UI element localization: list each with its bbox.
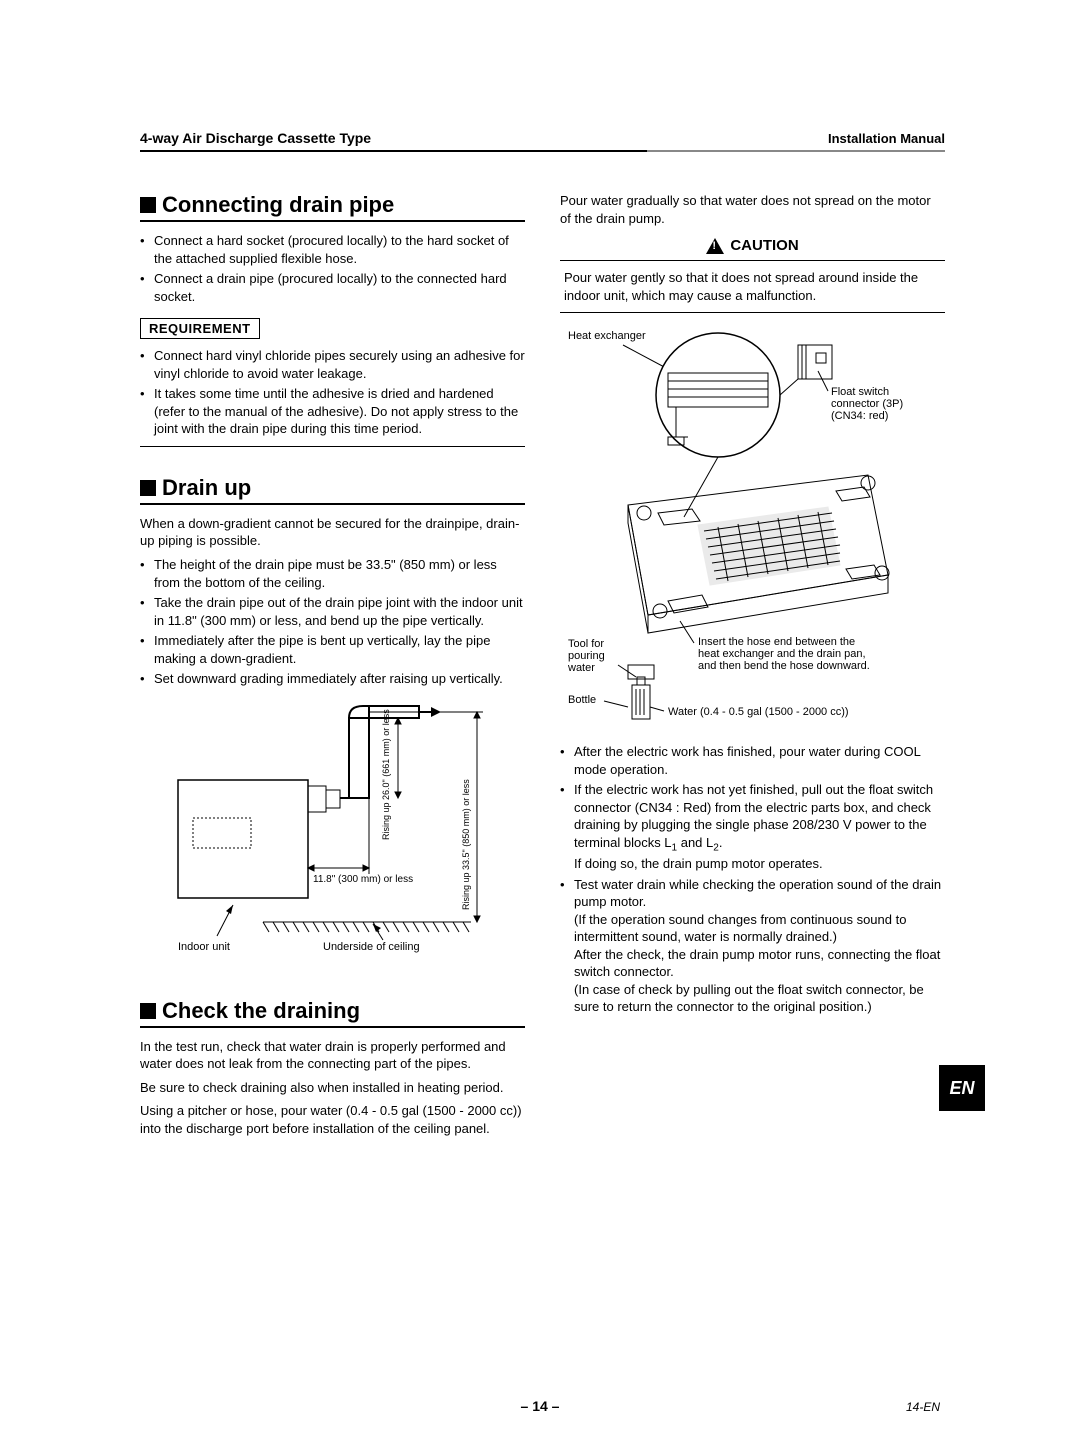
bullet-item: •Immediately after the pipe is bent up v… xyxy=(140,632,525,667)
fig-label: Rising up 26.0" (661 mm) or less xyxy=(381,709,391,840)
section-title-check: Check the draining xyxy=(140,998,525,1024)
section-title-text: Check the draining xyxy=(162,998,360,1024)
section-title-text: Connecting drain pipe xyxy=(162,192,394,218)
svg-text:Float switch conne: Float switch connector (3P) (CN34: red) xyxy=(831,386,906,422)
figure-drainup: 11.8" (300 mm) or less Rising up 26.0" (… xyxy=(173,700,493,970)
bullet-item: •Set downward grading immediately after … xyxy=(140,670,525,688)
bullet-item: •Connect a hard socket (procured locally… xyxy=(140,232,525,267)
svg-text:Insert the hose end between th: Insert the hose end between the heat exc… xyxy=(698,636,870,672)
fig-label: Underside of ceiling xyxy=(323,941,420,953)
paragraph: Be sure to check draining also when inst… xyxy=(140,1079,525,1097)
section-rule xyxy=(140,220,525,222)
bullet-item: •Take the drain pipe out of the drain pi… xyxy=(140,594,525,629)
bullet-item: •It takes some time until the adhesive i… xyxy=(140,385,525,438)
fig-label: Indoor unit xyxy=(178,941,230,953)
square-bullet-icon xyxy=(140,1003,156,1019)
thin-rule xyxy=(140,446,525,447)
paragraph: Using a pitcher or hose, pour water (0.4… xyxy=(140,1102,525,1137)
header-product: 4-way Air Discharge Cassette Type xyxy=(140,130,371,146)
square-bullet-icon xyxy=(140,480,156,496)
bullet-item: •The height of the drain pipe must be 33… xyxy=(140,556,525,591)
header-manual: Installation Manual xyxy=(828,131,945,146)
section-title-text: Drain up xyxy=(162,475,251,501)
page-id: 14-EN xyxy=(906,1400,940,1414)
requirement-label: REQUIREMENT xyxy=(140,318,260,339)
section-title-connecting: Connecting drain pipe xyxy=(140,192,525,218)
caution-label: CAUTION xyxy=(730,237,798,254)
square-bullet-icon xyxy=(140,197,156,213)
bullet-item: •Connect a drain pipe (procured locally)… xyxy=(140,270,525,305)
bullet-text: If the electric work has not yet finishe… xyxy=(574,781,945,872)
bullet-item: •Test water drain while checking the ope… xyxy=(560,876,945,1016)
svg-text:Water (0.4 - 0.5 gal (1500 - 2: Water (0.4 - 0.5 gal (1500 - 2000 cc)) xyxy=(668,706,849,718)
bullet-item: •After the electric work has finished, p… xyxy=(560,743,945,778)
fig-label: 11.8" (300 mm) or less xyxy=(313,874,413,885)
svg-text:Heat exchanger: Heat exchanger xyxy=(568,330,646,342)
language-tab: EN xyxy=(939,1065,985,1111)
svg-text:Tool for pouring: Tool for pouring water xyxy=(568,638,608,674)
warning-triangle-icon xyxy=(706,238,724,254)
header-rule xyxy=(140,150,945,152)
paragraph: Pour water gradually so that water does … xyxy=(560,192,945,227)
section-rule xyxy=(140,503,525,505)
paragraph: When a down-gradient cannot be secured f… xyxy=(140,515,525,550)
figure-unit: Heat exchanger Drain pan Float switch co… xyxy=(568,325,938,725)
fig-label: Rising up 33.5" (850 mm) or less xyxy=(461,779,471,910)
section-rule xyxy=(140,1026,525,1028)
bullet-item: •If the electric work has not yet finish… xyxy=(560,781,945,872)
svg-text:Bottle: Bottle xyxy=(568,694,596,706)
bullet-text: Test water drain while checking the oper… xyxy=(574,876,945,1016)
paragraph: In the test run, check that water drain … xyxy=(140,1038,525,1073)
section-title-drainup: Drain up xyxy=(140,475,525,501)
caution-box: Pour water gently so that it does not sp… xyxy=(560,260,945,313)
caution-heading: CAUTION xyxy=(560,237,945,254)
bullet-item: •Connect hard vinyl chloride pipes secur… xyxy=(140,347,525,382)
